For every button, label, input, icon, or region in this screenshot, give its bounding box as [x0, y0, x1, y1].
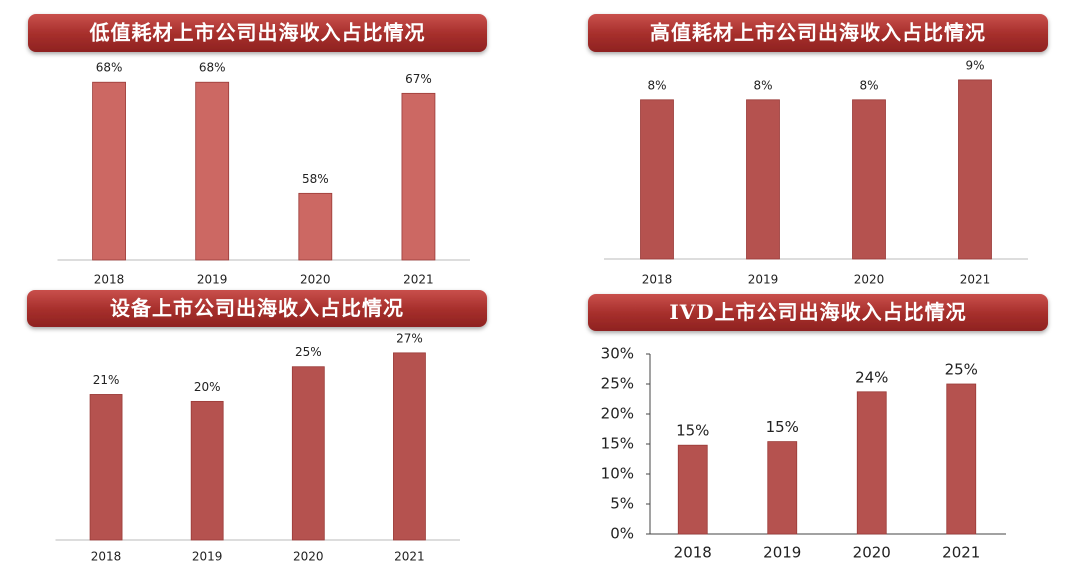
data-label: 67% [405, 72, 432, 86]
y-tick-label: 25% [601, 375, 634, 393]
bar [767, 441, 798, 535]
data-label: 25% [295, 345, 322, 359]
chart-title: 高值耗材上市公司出海收入占比情况 [650, 21, 986, 45]
title-banner [588, 14, 1048, 52]
y-tick-label: 5% [610, 495, 634, 513]
x-tick-label: 2018 [91, 550, 122, 564]
bar [746, 99, 780, 260]
x-tick-label: 2019 [763, 544, 801, 562]
bar [677, 444, 708, 535]
bar [946, 383, 977, 535]
bar [298, 192, 333, 261]
y-tick-label: 10% [601, 465, 634, 483]
data-label: 15% [676, 422, 709, 440]
bar [291, 366, 325, 541]
data-label: 9% [965, 58, 984, 72]
chart-title: 低值耗材上市公司出海收入占比情况 [89, 21, 426, 45]
x-tick-label: 2021 [942, 544, 980, 562]
data-label: 27% [396, 331, 423, 345]
x-tick-label: 2021 [403, 273, 434, 287]
y-tick-label: 0% [610, 525, 634, 543]
x-tick-label: 2021 [960, 273, 991, 287]
bar [856, 391, 887, 535]
title-banner [588, 294, 1048, 331]
bar [92, 81, 126, 261]
x-tick-label: 2018 [94, 273, 125, 287]
title-banner [27, 290, 487, 327]
data-label: 8% [859, 78, 878, 92]
bar [190, 400, 224, 541]
bar [195, 81, 230, 261]
data-label: 8% [647, 78, 666, 92]
chart-title: 设备上市公司出海收入占比情况 [110, 296, 404, 320]
y-tick-label: 30% [601, 345, 634, 363]
data-label: 68% [199, 61, 226, 75]
data-label: 20% [194, 380, 221, 394]
data-label: 58% [302, 172, 329, 186]
x-tick-label: 2020 [854, 273, 885, 287]
bar [640, 99, 674, 260]
x-tick-label: 2020 [300, 273, 331, 287]
x-tick-label: 2021 [394, 550, 425, 564]
title-banner [28, 14, 487, 52]
x-tick-label: 2018 [674, 544, 712, 562]
bar [852, 99, 886, 260]
y-tick-label: 20% [601, 405, 634, 423]
x-tick-label: 2019 [192, 550, 223, 564]
x-tick-label: 2020 [853, 544, 891, 562]
bar [89, 394, 123, 541]
data-label: 15% [766, 418, 799, 436]
data-label: 24% [855, 368, 888, 386]
data-label: 21% [93, 373, 120, 387]
data-label: 68% [96, 61, 123, 75]
chart-title: IVD上市公司出海收入占比情况 [669, 300, 966, 324]
bar [393, 352, 426, 541]
x-tick-label: 2019 [197, 273, 228, 287]
x-tick-label: 2018 [642, 273, 673, 287]
y-tick-label: 15% [601, 435, 634, 453]
data-label: 8% [753, 78, 772, 92]
data-label: 25% [945, 361, 978, 379]
bar [958, 79, 992, 260]
x-tick-label: 2019 [748, 273, 779, 287]
bar [401, 92, 436, 261]
x-tick-label: 2020 [293, 550, 324, 564]
